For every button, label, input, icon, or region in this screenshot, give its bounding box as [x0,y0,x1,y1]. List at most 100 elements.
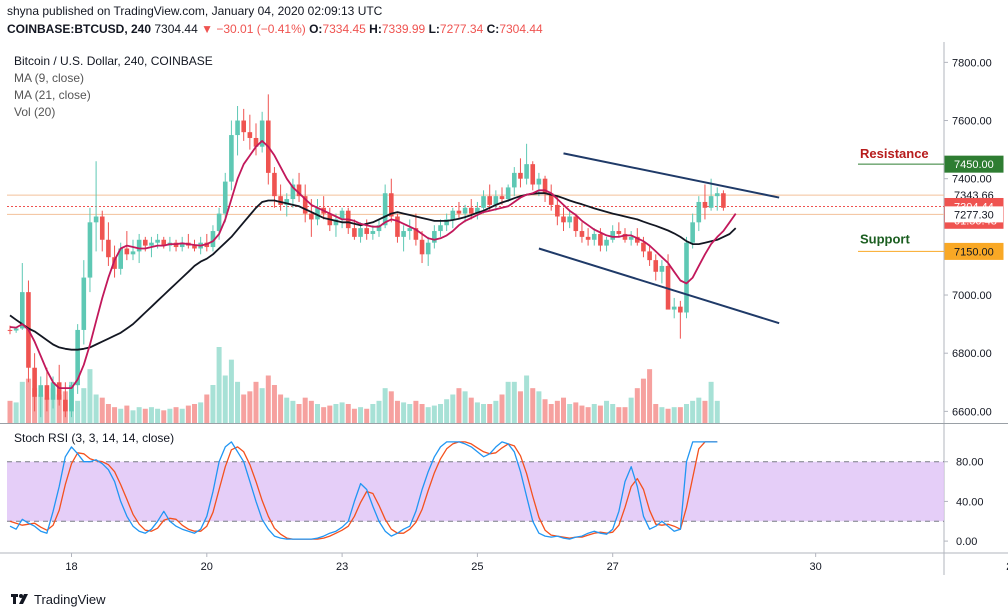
volume-bar [19,381,25,423]
volume-bar [333,404,339,423]
legend-volume[interactable]: Vol (20) [14,105,56,119]
candle-body [635,236,640,243]
publisher-line: shyna published on TradingView.com, Janu… [7,4,383,18]
volume-bar [210,385,216,423]
channel-lower-line[interactable] [538,247,780,325]
candle-body [118,248,123,269]
candle-body [309,213,314,220]
candle-body [684,242,689,313]
volume-bar [567,404,573,423]
candle-body [382,193,388,226]
volume-bar [468,397,474,423]
volume-bar [136,407,142,423]
candle-body [524,164,529,179]
candle-body [222,181,228,214]
volume-bar [204,394,210,423]
candle-body [149,242,154,246]
candle-body [364,228,369,234]
volume-bar [345,404,351,423]
candle-body [179,242,185,248]
volume-bar [265,375,271,423]
pane-separator[interactable] [0,423,1008,424]
time-tick-label: 2020 [1006,561,1008,573]
stoch-k-line [9,441,718,540]
volume-bar [684,404,689,423]
volume-bar [622,407,628,423]
volume-bar [431,405,437,423]
volume-bar [198,402,204,423]
volume-bar [413,400,419,423]
candle-body [499,196,505,200]
candle-body [290,184,296,200]
candle-body [333,219,339,226]
volume-bar [161,410,167,423]
volume-bar [493,400,499,423]
volume-bar [474,402,480,423]
volume-bar [425,407,431,423]
time-tick-label: 30 [810,561,822,573]
candle-body [216,213,222,232]
candle-body [302,196,308,214]
tradingview-brand: TradingView [34,592,106,607]
candle-body [7,329,13,331]
volume-bar [388,391,394,423]
volume-bar [173,407,179,423]
candle-body [438,225,443,232]
volume-bar [573,402,579,423]
volume-bar [634,388,640,423]
volume-bar [118,408,124,423]
candle-body [63,399,68,412]
candle-body [512,172,517,188]
volume-bar [511,381,517,423]
candle-body [678,306,683,313]
legend-ma21[interactable]: MA (21, close) [14,88,91,102]
candle-body [573,216,579,232]
volume-bar [308,400,314,423]
candle-body [407,228,413,232]
chart-canvas[interactable]: Resistance Support 7800.00 7600.00 7400.00 70… [0,0,1008,584]
price-tick-label: 7600.00 [952,116,992,128]
volume-bar [235,381,241,423]
volume-bar [296,404,302,423]
candle-body [456,210,462,214]
candle-body [50,382,56,400]
time-tick-label: 20 [201,561,213,573]
candle-body [56,382,62,400]
candle-body [536,178,542,185]
low-value: 7277.34 [439,22,484,36]
volume-bar [702,400,708,423]
legend-ma9[interactable]: MA (9, close) [14,71,85,85]
legend-stoch-rsi[interactable]: Stoch RSI (3, 3, 14, 14, close) [14,431,175,445]
footer: TradingView [0,584,1008,615]
volume-bar [616,407,622,423]
channel-upper-line[interactable] [563,152,780,199]
volume-bar [462,391,468,423]
stoch-tick-label: 0.00 [956,536,977,548]
candle-body [671,306,677,310]
candle-body [598,233,603,246]
volume-bar [671,407,677,423]
volume-bar [179,408,185,423]
volume-bar [530,388,536,423]
volume-bar [450,394,456,423]
volume-bar [321,407,327,423]
candle-body [401,231,406,237]
candle-body [315,207,320,220]
symbol-ohlc-bar: COINBASE:BTCUSD, 240 7304.44 ▼ −30.01 (−… [7,22,543,36]
stoch-tick-label: 40.00 [956,496,984,508]
volume-bar [554,400,560,423]
volume-bar [370,404,376,423]
instrument-title[interactable]: Bitcoin / U.S. Dollar, 240, COINBASE [14,54,213,68]
candle-body [659,265,665,272]
stoch-band [7,461,944,522]
symbol-label[interactable]: COINBASE:BTCUSD, 240 [7,22,152,36]
volume-bar [142,408,148,423]
volume-bar [351,408,357,423]
volume-bar [185,405,191,423]
open-value: 7334.45 [322,22,366,36]
candle-body [714,193,720,197]
candle-body [253,137,259,147]
resistance-label: Resistance [860,146,929,161]
candle-body [542,178,548,194]
